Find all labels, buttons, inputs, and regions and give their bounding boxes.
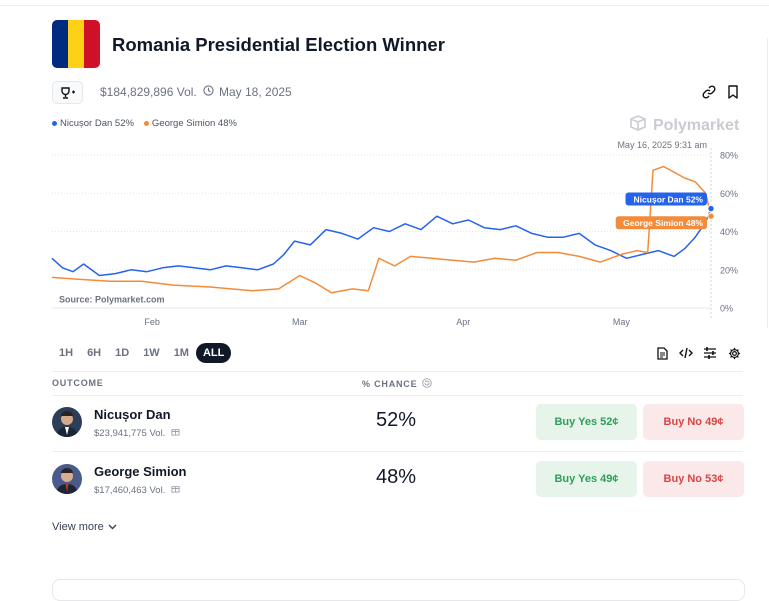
y-tick-label: 20% — [720, 265, 738, 275]
buy-no-button[interactable]: Buy No 49¢ — [643, 404, 744, 440]
legend-label-nicusor: Nicușor Dan 52% — [60, 118, 134, 129]
clock-icon — [203, 85, 214, 99]
end-label: Nicușor Dan 52% — [634, 195, 704, 205]
range-1w[interactable]: 1W — [143, 347, 160, 359]
table-divider-header — [52, 395, 743, 396]
market-date: May 18, 2025 — [203, 85, 292, 99]
right-border — [767, 38, 768, 328]
outcome-name: Nicușor Dan — [94, 407, 171, 422]
end-label: George Simion 48% — [623, 218, 703, 228]
range-1m[interactable]: 1M — [173, 347, 189, 359]
gift-icon — [171, 484, 180, 496]
market-volume: $184,829,896 Vol. — [100, 85, 197, 99]
chance-header: % CHANCE — [362, 378, 433, 390]
y-tick-label: 0% — [720, 304, 733, 314]
avatar-simion — [52, 464, 82, 494]
legend-item-nicusor: Nicușor Dan 52% — [52, 118, 134, 129]
view-more-link[interactable]: View more — [52, 521, 117, 533]
outcome-name: George Simion — [94, 464, 187, 479]
polymarket-logo-icon — [629, 114, 647, 137]
document-icon[interactable] — [654, 346, 670, 360]
chart-toolbar — [654, 346, 742, 360]
range-1h[interactable]: 1H — [59, 347, 74, 359]
gift-icon — [171, 427, 180, 439]
legend-item-simion: George Simion 48% — [143, 118, 237, 129]
sliders-icon[interactable] — [702, 346, 718, 360]
y-tick-label: 80% — [720, 151, 738, 161]
flag-stripe-blue — [52, 20, 68, 68]
x-tick-label: Mar — [292, 317, 308, 327]
embed-code-icon[interactable] — [678, 346, 694, 360]
range-1d[interactable]: 1D — [115, 347, 130, 359]
buy-yes-button[interactable]: Buy Yes 49¢ — [536, 461, 637, 497]
range-6h[interactable]: 6H — [87, 347, 102, 359]
range-all[interactable]: ALL — [195, 343, 232, 363]
table-divider-top — [52, 371, 743, 372]
outcome-row-nicusor[interactable]: Nicușor Dan $23,941,775 Vol. 52% Buy Yes… — [52, 395, 744, 451]
romania-flag-icon — [52, 20, 100, 68]
source-bg — [56, 292, 170, 306]
outcome-volume-text: $23,941,775 Vol. — [94, 427, 166, 439]
flag-stripe-yellow — [68, 20, 84, 68]
legend-dot-nicusor — [52, 121, 57, 126]
y-tick-label: 60% — [720, 189, 738, 199]
time-range-selector: 1H 6H 1D 1W 1M ALL — [52, 343, 232, 363]
top-divider — [0, 5, 769, 6]
next-section-card — [52, 579, 745, 601]
outcome-chance: 48% — [376, 466, 417, 488]
bookmark-icon[interactable] — [725, 84, 741, 100]
chevron-down-icon — [108, 521, 117, 533]
end-dot — [707, 204, 715, 213]
x-tick-label: Feb — [144, 317, 160, 327]
polymarket-brand: Polymarket — [629, 114, 739, 137]
end-label-box — [625, 192, 707, 206]
view-more-label: View more — [52, 521, 104, 533]
buy-yes-button[interactable]: Buy Yes 52¢ — [536, 404, 637, 440]
end-label-box — [615, 216, 707, 230]
market-title: Romania Presidential Election Winner — [112, 34, 445, 55]
outcome-header: OUTCOME — [52, 378, 104, 388]
x-tick-label: May — [613, 317, 631, 327]
x-tick-label: Apr — [456, 317, 470, 327]
end-dot — [707, 212, 715, 220]
polymarket-brand-text: Polymarket — [653, 116, 740, 134]
avatar-nicusor — [52, 407, 82, 437]
trophy-plus-icon[interactable] — [52, 81, 83, 104]
legend-dot-simion — [143, 121, 149, 126]
y-tick-label: 40% — [720, 227, 738, 237]
hover-date-label: May 16, 2025 9:31 am — [617, 140, 707, 150]
link-icon[interactable] — [701, 84, 717, 100]
series-line-nicusor — [51, 208, 712, 277]
source-label: Source: Polymarket.com — [59, 295, 165, 305]
outcome-chance: 52% — [376, 409, 417, 431]
chance-header-label: % CHANCE — [362, 379, 418, 389]
table-divider-row — [52, 451, 743, 452]
buy-no-button[interactable]: Buy No 53¢ — [643, 461, 744, 497]
outcome-volume: $17,460,463 Vol. — [94, 484, 180, 496]
legend-label-simion: George Simion 48% — [151, 118, 237, 129]
outcome-volume-text: $17,460,463 Vol. — [94, 484, 166, 496]
outcome-volume: $23,941,775 Vol. — [94, 427, 180, 439]
chart-legend: Nicușor Dan 52% George Simion 48% — [52, 118, 237, 129]
series-line-simion — [51, 165, 712, 294]
price-chart[interactable]: 80% 60% 40% 20% 0% Feb Mar Apr May May 16, 2025 9… — [0, 0, 769, 340]
flag-stripe-red — [84, 20, 100, 68]
settings-gear-icon[interactable] — [726, 346, 742, 360]
market-date-text: May 18, 2025 — [219, 85, 292, 99]
outcome-row-simion[interactable]: George Simion $17,460,463 Vol. 48% Buy Y… — [52, 452, 744, 508]
refresh-icon[interactable] — [422, 378, 433, 390]
